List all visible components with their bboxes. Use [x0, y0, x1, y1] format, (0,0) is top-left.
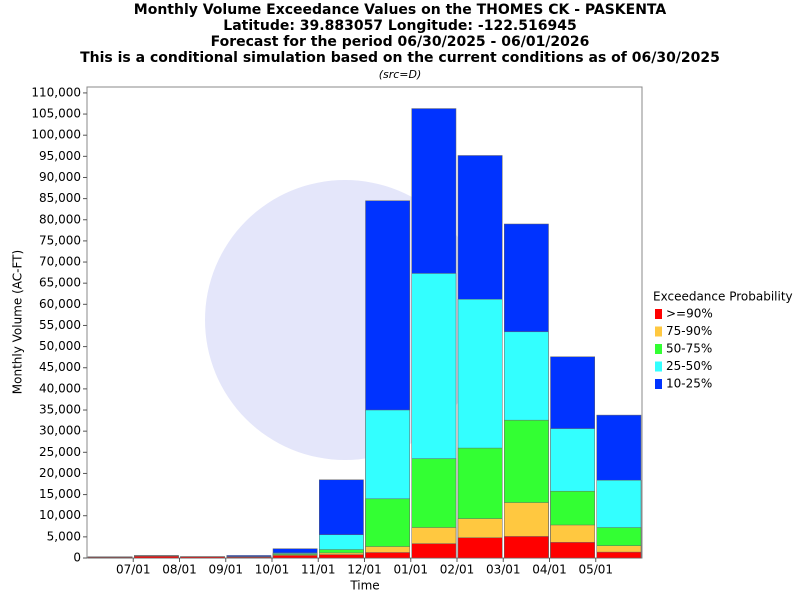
bar	[180, 556, 225, 559]
legend-swatch	[655, 309, 662, 319]
subtitle: Forecast for the period 06/30/2025 - 06/…	[211, 34, 590, 50]
legend-label: 10-25%	[666, 377, 712, 391]
legend-label: >=90%	[666, 307, 713, 321]
bar	[550, 542, 595, 559]
x-tick-label: 03/01	[486, 563, 521, 577]
subtitle: Latitude: 39.883057 Longitude: -122.5169…	[223, 18, 576, 34]
bar	[134, 556, 179, 559]
bar	[457, 537, 503, 559]
y-tick-label: 105,000	[31, 107, 81, 121]
y-tick-label: 25,000	[39, 445, 81, 459]
x-tick-label: 11/01	[301, 563, 336, 577]
legend-label: 75-90%	[666, 324, 712, 338]
bar	[87, 557, 133, 559]
bar	[411, 543, 457, 559]
y-tick-label: 50,000	[39, 339, 81, 353]
x-tick-label: 05/01	[578, 563, 613, 577]
legend-swatch	[655, 379, 662, 389]
x-tick-label: 02/01	[440, 563, 475, 577]
y-tick-label: 110,000	[31, 85, 81, 99]
y-tick-label: 95,000	[39, 149, 81, 163]
y-tick-label: 10,000	[39, 508, 81, 522]
x-tick-label: 10/01	[255, 563, 290, 577]
y-tick-label: 60,000	[39, 297, 81, 311]
y-tick-label: 0	[73, 551, 81, 565]
y-tick-label: 5,000	[47, 529, 81, 543]
y-tick-label: 85,000	[39, 191, 81, 205]
legend-label: 25-50%	[666, 359, 712, 373]
bar	[319, 554, 364, 559]
x-tick-label: 01/01	[393, 563, 428, 577]
y-tick-label: 40,000	[39, 381, 81, 395]
y-axis-label: Monthly Volume (AC-FT)	[11, 250, 25, 394]
y-tick-label: 65,000	[39, 276, 81, 290]
y-tick-label: 20,000	[39, 466, 81, 480]
legend-swatch	[655, 361, 662, 372]
y-tick-label: 90,000	[39, 170, 81, 184]
legend-swatch	[655, 344, 662, 354]
subtitle: This is a conditional simulation based o…	[80, 50, 720, 66]
x-tick-label: 08/01	[162, 563, 197, 577]
x-tick-label: 09/01	[208, 563, 243, 577]
y-tick-label: 15,000	[39, 487, 81, 501]
y-tick-label: 70,000	[39, 255, 81, 269]
bar	[272, 555, 318, 559]
legend-title: Exceedance Probability	[653, 290, 793, 304]
bar	[596, 551, 642, 559]
x-tick-label: 04/01	[532, 563, 567, 577]
y-tick-label: 45,000	[39, 360, 81, 374]
x-tick-label: 12/01	[347, 563, 382, 577]
x-tick-label: 07/01	[116, 563, 151, 577]
y-tick-label: 55,000	[39, 318, 81, 332]
y-tick-label: 75,000	[39, 233, 81, 247]
y-tick-label: 80,000	[39, 212, 81, 226]
y-tick-label: 30,000	[39, 424, 81, 438]
legend-label: 50-75%	[666, 342, 712, 356]
bar	[365, 552, 410, 559]
bar	[504, 536, 549, 559]
bar	[226, 556, 272, 559]
x-axis-label: Time	[349, 579, 379, 593]
y-tick-label: 100,000	[31, 128, 81, 142]
y-tick-label: 35,000	[39, 403, 81, 417]
chart-title: Monthly Volume Exceedance Values on the …	[134, 2, 667, 18]
legend-swatch	[655, 326, 662, 337]
source: (src=D)	[379, 68, 422, 81]
